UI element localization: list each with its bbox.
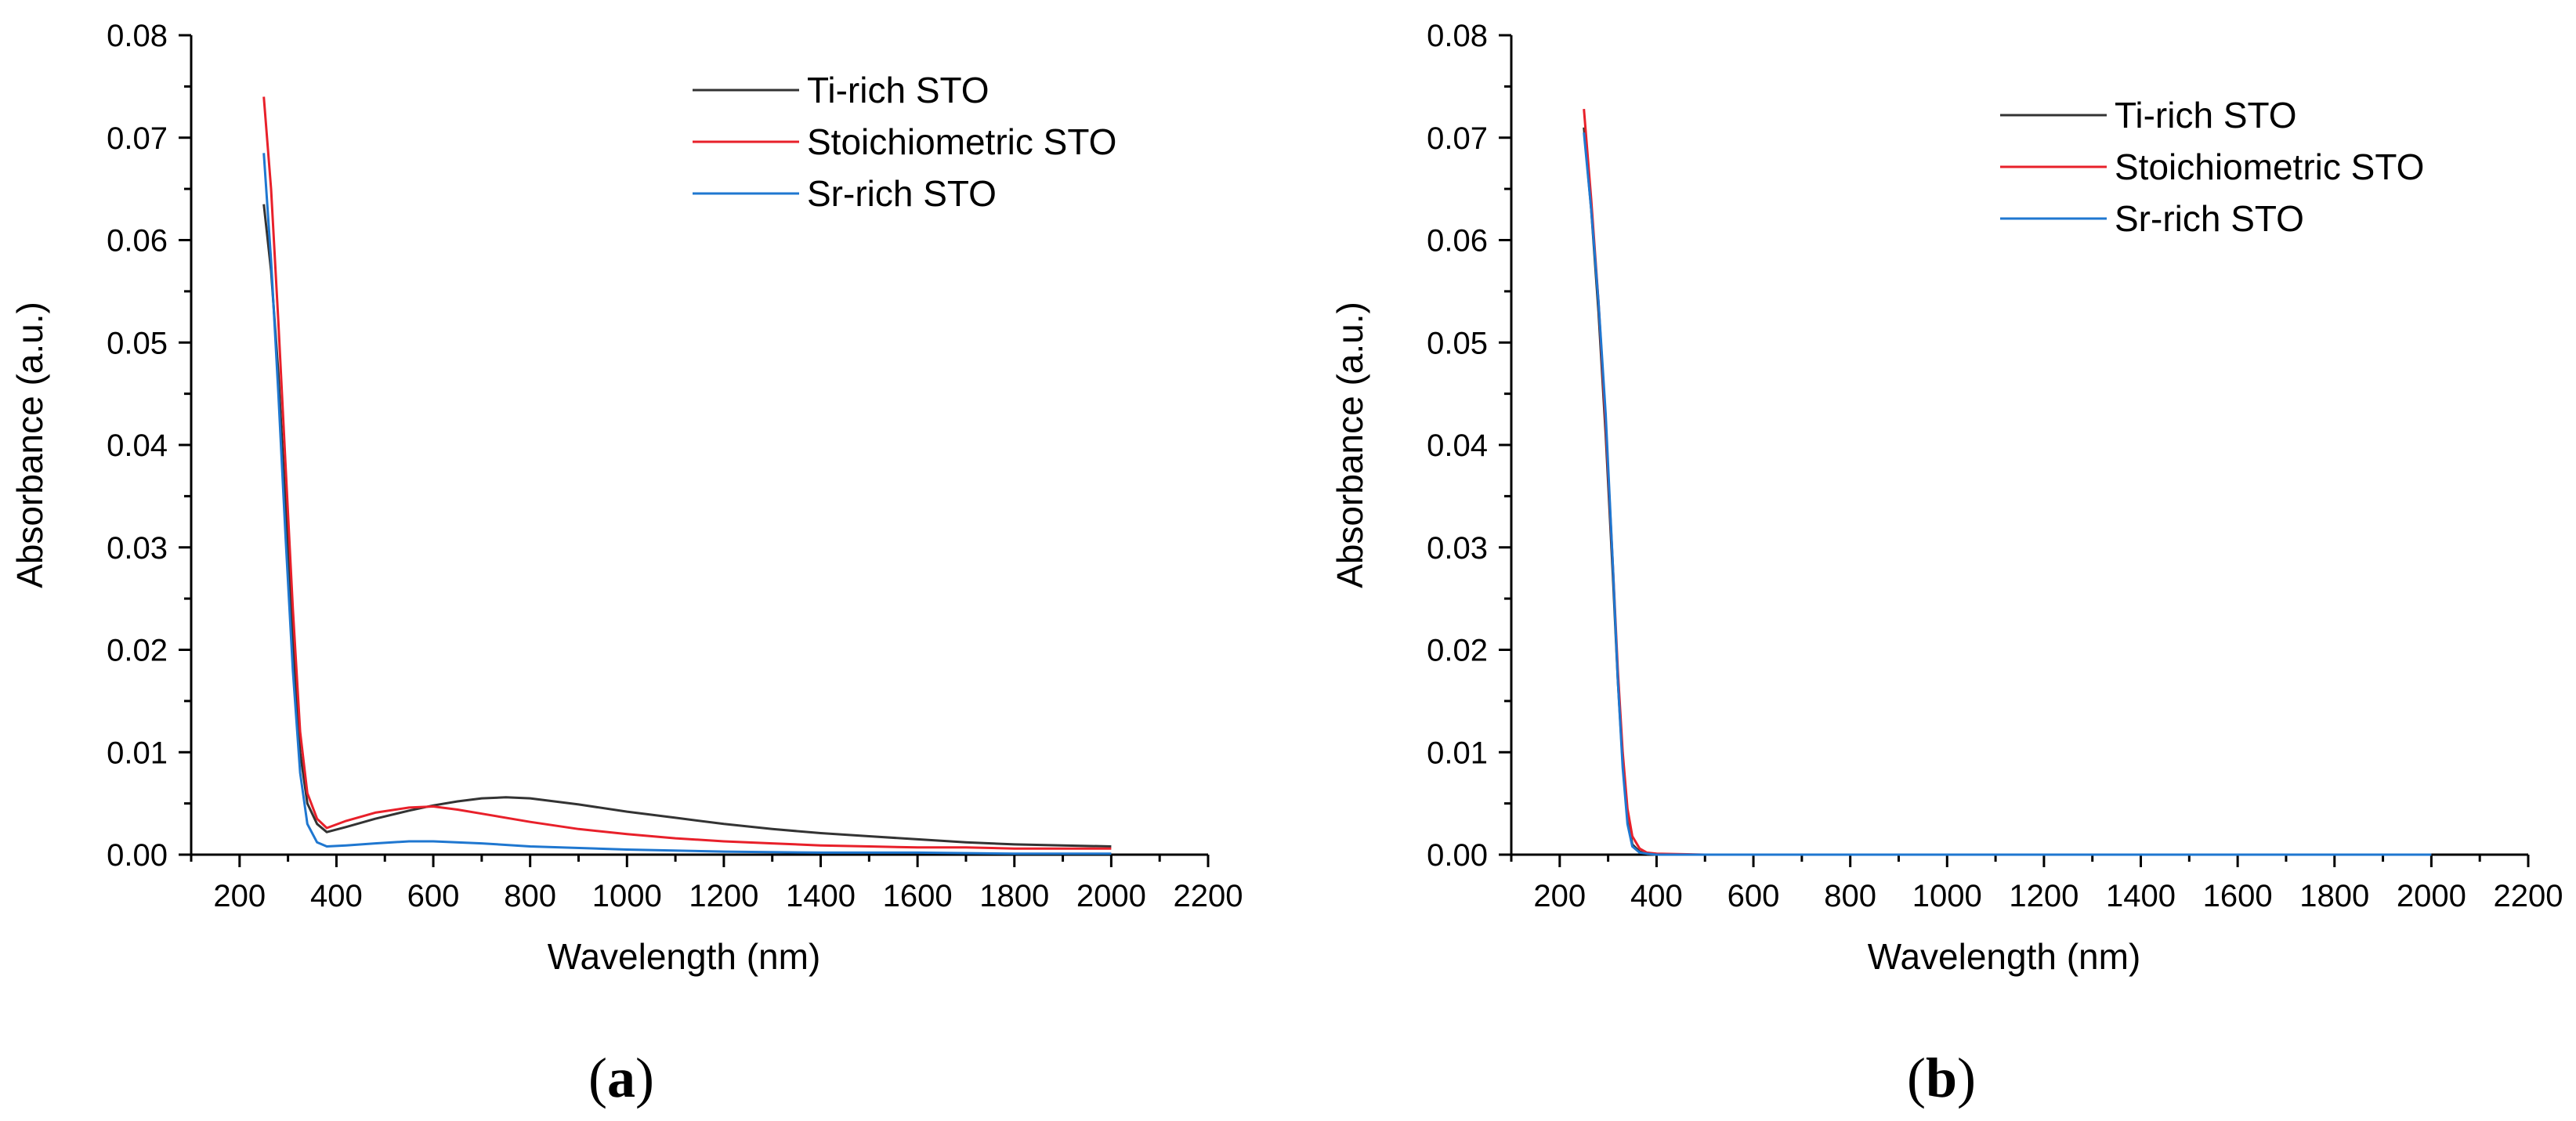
y-tick-label: 0.00 — [1427, 838, 1488, 873]
y-tick-label: 0.07 — [107, 121, 168, 156]
x-tick-label: 400 — [1630, 879, 1683, 913]
y-tick-label: 0.01 — [107, 736, 168, 770]
series-line-stoichiometric-sto — [1583, 108, 2432, 856]
legend-label: Ti-rich STO — [2115, 95, 2297, 136]
legend-label: Ti-rich STO — [807, 70, 990, 110]
series-line-sr-rich-sto — [262, 153, 1112, 855]
y-tick-label: 0.03 — [1427, 531, 1488, 566]
y-tick-label: 0.04 — [107, 429, 168, 463]
x-tick-label: 1400 — [786, 879, 856, 913]
x-tick-label: 600 — [407, 879, 460, 913]
y-tick-label: 0.08 — [1427, 19, 1488, 53]
y-tick-label: 0.05 — [1427, 326, 1488, 360]
y-tick-label: 0.01 — [1427, 736, 1488, 770]
x-tick-label: 1600 — [2203, 879, 2273, 913]
x-axis-label: Wavelength (nm) — [1868, 936, 2141, 977]
legend-label: Stoichiometric STO — [2115, 146, 2424, 187]
y-tick-label: 0.06 — [1427, 224, 1488, 259]
y-tick-label: 0.02 — [107, 634, 168, 668]
y-tick-label: 0.03 — [107, 531, 168, 566]
y-tick-label: 0.08 — [107, 19, 168, 53]
x-tick-label: 400 — [310, 879, 363, 913]
y-tick-label: 0.02 — [1427, 634, 1488, 668]
x-tick-label: 2200 — [1174, 879, 1243, 913]
legend-label: Stoichiometric STO — [807, 121, 1116, 162]
panel-label: (a) — [588, 1047, 654, 1109]
x-tick-label: 200 — [213, 879, 266, 913]
legend-label: Sr-rich STO — [807, 173, 997, 214]
x-tick-label: 1200 — [689, 879, 758, 913]
x-tick-label: 1800 — [979, 879, 1049, 913]
legend-label: Sr-rich STO — [2115, 198, 2304, 239]
x-tick-label: 1400 — [2106, 879, 2176, 913]
x-tick-label: 1200 — [2009, 879, 2079, 913]
y-tick-label: 0.00 — [107, 838, 168, 873]
x-axis-label: Wavelength (nm) — [548, 936, 821, 977]
x-tick-label: 1800 — [2299, 879, 2369, 913]
y-tick-label: 0.04 — [1427, 429, 1488, 463]
series-line-ti-rich-sto — [1583, 127, 2432, 856]
x-tick-label: 600 — [1728, 879, 1780, 913]
panel-label: (b) — [1907, 1047, 1976, 1109]
y-axis-label: Absorbance (a.u.) — [9, 302, 50, 588]
x-tick-label: 2000 — [1076, 879, 1146, 913]
chart-panel-a: 200 400 600 800 1000 1200 1400 1600 1800 2000 2200… — [9, 19, 1243, 1109]
x-tick-label: 1000 — [592, 879, 662, 913]
y-axis-label: Absorbance (a.u.) — [1330, 302, 1370, 588]
chart-panel-b: 200 400 600 800 1000 1200 1400 1600 1800 2000 2200… — [1330, 19, 2563, 1109]
series-line-sr-rich-sto — [1583, 132, 2432, 856]
x-tick-label: 200 — [1533, 879, 1586, 913]
x-tick-label: 2000 — [2397, 879, 2466, 913]
x-tick-label: 2200 — [2494, 879, 2563, 913]
series-line-ti-rich-sto — [262, 204, 1112, 848]
x-tick-label: 1000 — [1912, 879, 1982, 913]
x-tick-label: 800 — [504, 879, 556, 913]
series-line-stoichiometric-sto — [262, 96, 1112, 850]
y-tick-label: 0.05 — [107, 326, 168, 360]
y-tick-label: 0.06 — [107, 224, 168, 259]
x-tick-label: 1600 — [883, 879, 953, 913]
x-tick-label: 800 — [1824, 879, 1876, 913]
y-tick-label: 0.07 — [1427, 121, 1488, 156]
